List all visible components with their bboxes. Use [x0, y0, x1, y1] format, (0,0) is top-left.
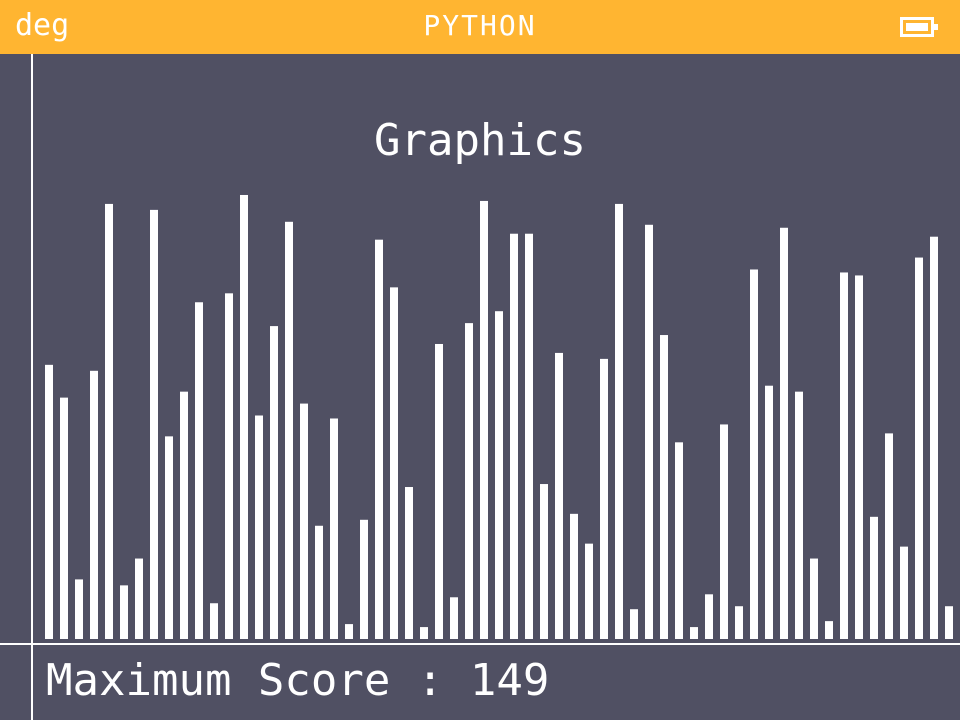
score-bar [195, 302, 203, 639]
score-bar [315, 525, 323, 639]
python-graphics-screen: Graphics Maximum Score : 149 [0, 54, 960, 720]
score-bar [435, 343, 443, 639]
score-bar [105, 203, 113, 640]
score-bar-chart [0, 54, 960, 720]
score-bar [690, 627, 698, 639]
score-bar [630, 609, 638, 639]
app-title: PYTHON [423, 9, 537, 42]
score-bar [285, 221, 293, 640]
score-bar [570, 513, 578, 639]
score-bar [405, 487, 413, 639]
score-bar [615, 203, 623, 640]
score-bar [540, 484, 548, 639]
angle-mode-indicator: deg [15, 8, 70, 43]
score-bar [765, 385, 773, 639]
score-bar [450, 597, 458, 639]
score-bar [870, 516, 878, 639]
score-bar [360, 519, 368, 639]
score-bar [60, 397, 68, 639]
score-bar [135, 558, 143, 639]
score-bar [75, 579, 83, 639]
score-bar [675, 442, 683, 639]
score-bar [165, 436, 173, 639]
score-bar [255, 415, 263, 639]
score-bar [735, 606, 743, 639]
score-bar [420, 627, 428, 639]
status-bar: deg PYTHON [0, 0, 960, 54]
score-bar [750, 269, 758, 639]
score-bar [300, 403, 308, 639]
battery-full-icon [900, 17, 938, 37]
score-bar [840, 272, 848, 639]
score-bar [150, 209, 158, 639]
score-bar [810, 558, 818, 639]
score-bar [45, 364, 53, 639]
graphics-title: Graphics [374, 115, 586, 166]
score-bar [945, 606, 953, 639]
score-bar [465, 323, 473, 639]
score-bar [780, 227, 788, 639]
score-bar [330, 418, 338, 639]
score-bar [240, 194, 248, 640]
score-bar [180, 391, 188, 639]
score-bar [705, 594, 713, 639]
score-bar [825, 621, 833, 639]
score-bar [120, 585, 128, 639]
score-bar [495, 311, 503, 639]
score-bar [855, 275, 863, 639]
score-bar [525, 233, 533, 639]
score-bar [645, 224, 653, 639]
score-bar [585, 543, 593, 639]
score-bar [600, 358, 608, 639]
score-bar [885, 433, 893, 639]
score-bar [345, 624, 353, 639]
score-bar [720, 424, 728, 639]
score-bar [510, 233, 518, 639]
score-bar [210, 603, 218, 639]
score-bar [795, 391, 803, 639]
score-bar [90, 370, 98, 639]
score-bar [270, 326, 278, 639]
score-bar [555, 352, 563, 639]
score-bar [900, 546, 908, 639]
score-bar [930, 236, 938, 639]
score-bar [390, 287, 398, 639]
score-bar [660, 335, 668, 639]
maximum-score-label: Maximum Score : 149 [46, 655, 550, 706]
score-bar [225, 293, 233, 639]
score-bar [915, 257, 923, 639]
score-bar [375, 239, 383, 639]
score-bar [480, 200, 488, 639]
